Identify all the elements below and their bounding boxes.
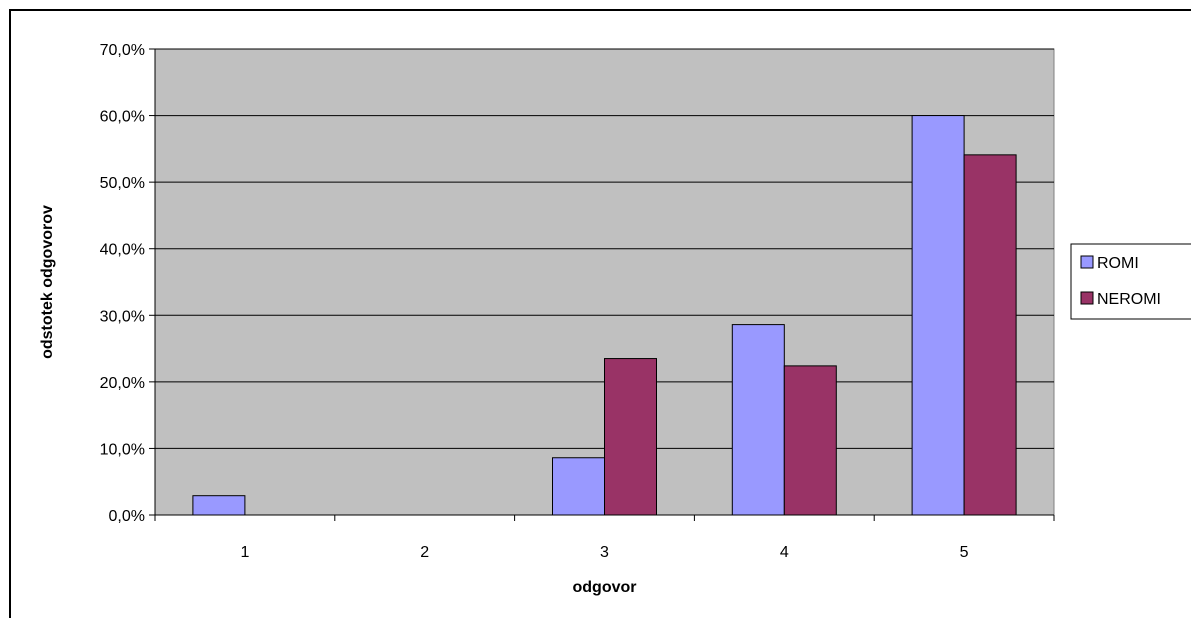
legend-label-romi: ROMI (1097, 255, 1139, 272)
bar-neromi (783, 365, 837, 516)
y-tick-label: 10,0% (100, 441, 145, 458)
y-axis-title: odstotek odgovorov (39, 205, 56, 359)
y-tick-label: 70,0% (100, 42, 145, 59)
bar-neromi (963, 154, 1017, 516)
bars (192, 115, 1017, 516)
y-tick-label: 20,0% (100, 375, 145, 392)
x-axis-title: odgovor (573, 579, 637, 596)
x-tick-label: 1 (240, 544, 249, 561)
x-tick-label: 4 (780, 544, 789, 561)
bar-romi (192, 495, 246, 516)
y-tick-label: 40,0% (100, 242, 145, 259)
legend-swatch-neromi (1080, 291, 1094, 305)
bar-neromi (604, 358, 657, 516)
legend-swatch-romi (1080, 255, 1094, 269)
x-tick-label: 2 (420, 544, 429, 561)
x-tick-label: 5 (960, 544, 969, 561)
y-tick-label: 0,0% (109, 508, 145, 525)
bar-romi (552, 457, 605, 516)
bar-romi (911, 115, 965, 516)
axes: 0,0% 10,0% 20,0% 30,0% 40,0% 50,0% 60,0% 70,0% 1… (100, 42, 1055, 561)
x-tick-label: 3 (600, 544, 609, 561)
y-tick-label: 50,0% (100, 175, 145, 192)
legend-label-neromi: NEROMI (1097, 291, 1161, 308)
bar-romi (731, 324, 785, 516)
legend: ROMI NEROMI (1070, 243, 1191, 320)
y-tick-label: 30,0% (100, 308, 145, 325)
y-tick-label: 60,0% (100, 109, 145, 126)
